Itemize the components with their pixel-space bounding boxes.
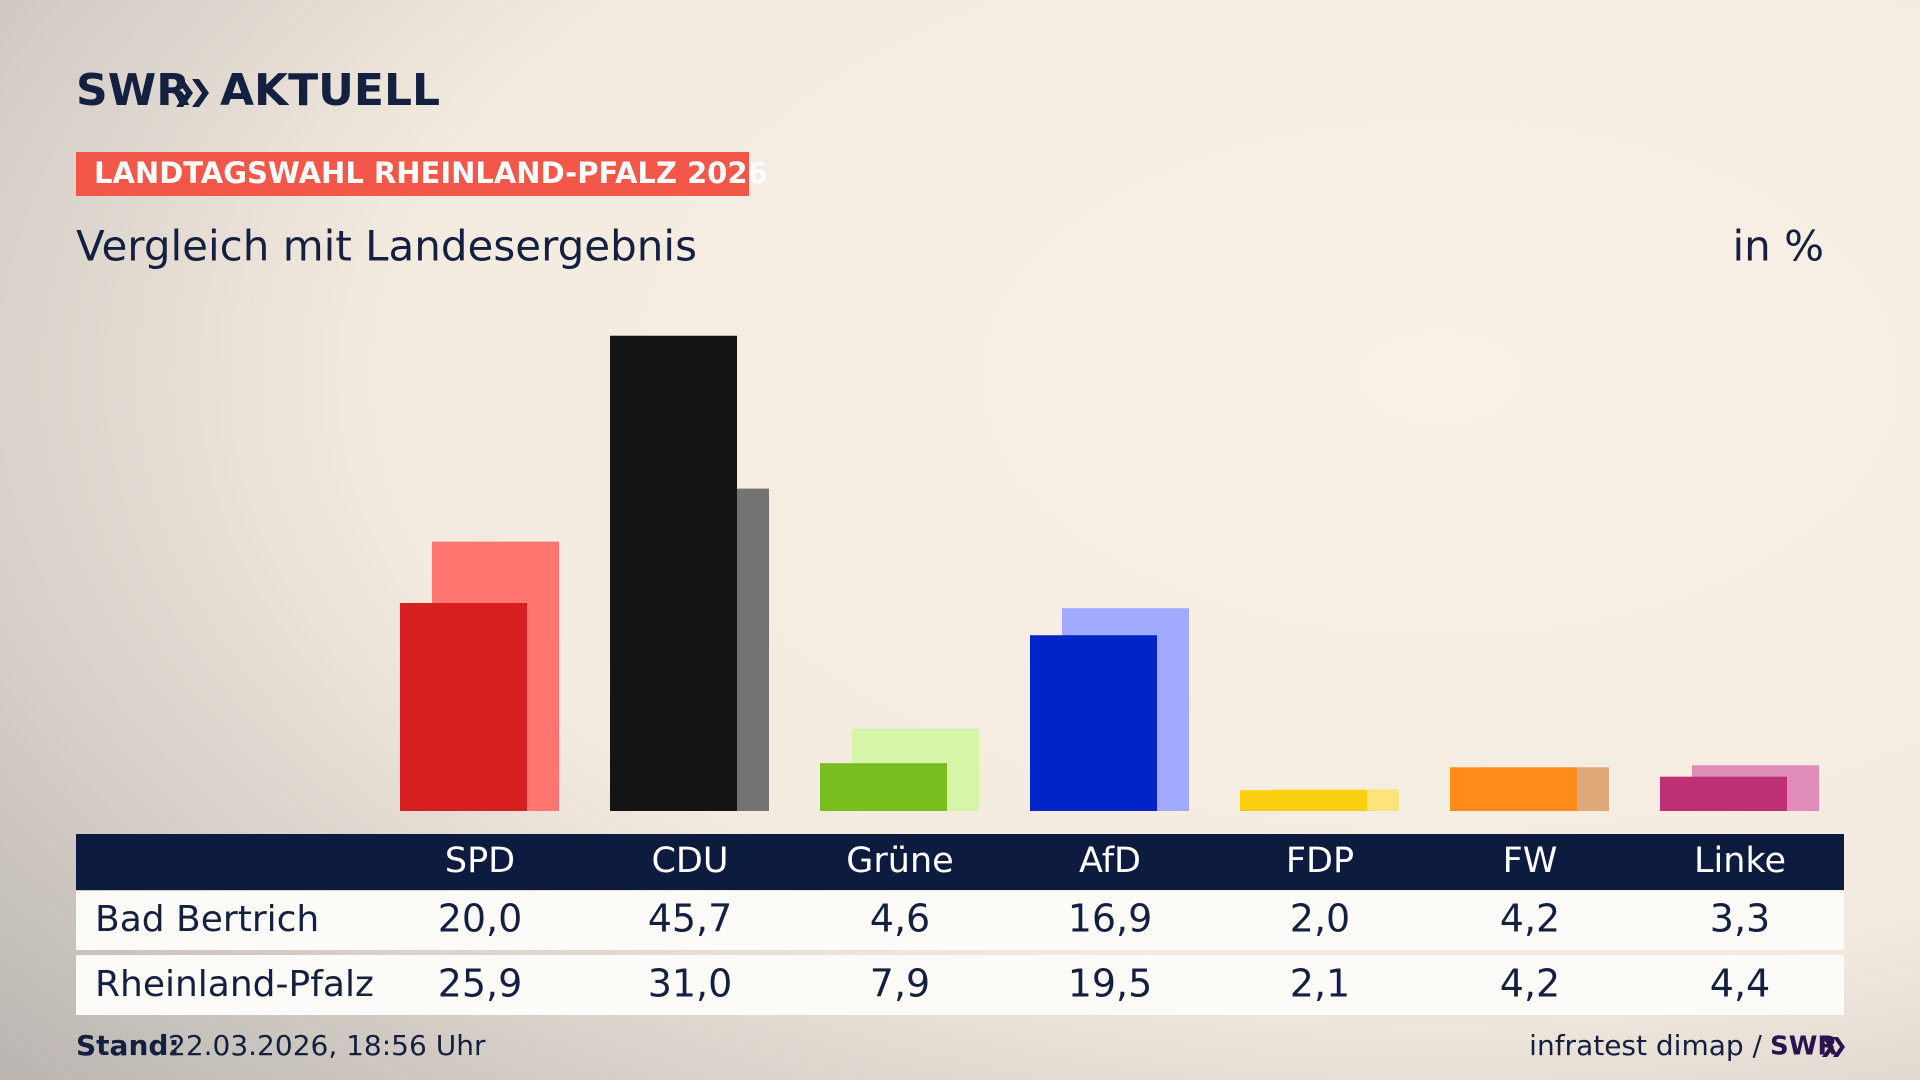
bar xyxy=(1660,776,1787,811)
column-header: Grüne xyxy=(846,841,953,881)
banner-bg xyxy=(76,152,749,196)
row-label: Rheinland-Pfalz xyxy=(95,964,374,1005)
banner: LANDTAGSWAHL RHEINLAND-PFALZ 2026 xyxy=(94,156,768,190)
table-row xyxy=(76,891,1844,950)
value-label: 25,9 xyxy=(438,962,523,1006)
bars xyxy=(400,335,1819,811)
value-label: 45,7 xyxy=(648,897,733,941)
bar xyxy=(400,603,527,811)
column-header: CDU xyxy=(651,841,728,881)
source-chevrons xyxy=(1822,1037,1845,1057)
table-row xyxy=(76,955,1844,1015)
bar xyxy=(1240,790,1367,811)
value-label: 2,1 xyxy=(1290,962,1350,1006)
row-label: Bad Bertrich xyxy=(95,899,319,940)
value-label: 3,3 xyxy=(1710,897,1770,941)
value-label: 4,2 xyxy=(1500,897,1560,941)
value-label: 20,0 xyxy=(438,897,523,941)
bar xyxy=(820,763,947,811)
column-header: AfD xyxy=(1079,841,1141,881)
value-label: 4,6 xyxy=(870,897,930,941)
stand-label: Stand: xyxy=(76,1029,180,1062)
value-label: 4,2 xyxy=(1500,962,1560,1006)
chart-title: Vergleich mit Landesergebnis xyxy=(76,222,697,271)
value-label: 19,5 xyxy=(1068,962,1153,1006)
table-header xyxy=(76,834,1844,890)
column-header: SPD xyxy=(445,841,515,881)
value-label: 31,0 xyxy=(648,962,733,1006)
logo: SWR AKTUELL xyxy=(76,65,440,116)
bar xyxy=(1450,767,1577,811)
value-label: 16,9 xyxy=(1068,897,1153,941)
column-header: FW xyxy=(1503,841,1558,881)
value-label: 2,0 xyxy=(1290,897,1350,941)
column-header: FDP xyxy=(1286,841,1354,881)
bar xyxy=(1030,635,1157,811)
table: SPD 20,0 25,9 CDU 45,7 31,0 Grüne 4,6 7,9 AfD 16,9… xyxy=(95,841,1786,1006)
source-brand: SWR xyxy=(1770,1032,1837,1062)
value-label: 7,9 xyxy=(870,962,930,1006)
column-header: Linke xyxy=(1694,841,1786,881)
logo-swr: SWR xyxy=(76,65,190,116)
logo-aktuell: AKTUELL xyxy=(220,65,440,116)
value-label: 4,4 xyxy=(1710,962,1770,1006)
logo-chevrons xyxy=(176,79,209,107)
stand: 22.03.2026, 18:56 Uhr xyxy=(168,1029,486,1062)
source: infratest dimap / xyxy=(1529,1029,1762,1062)
bar xyxy=(610,335,737,811)
unit: in % xyxy=(1732,222,1824,271)
